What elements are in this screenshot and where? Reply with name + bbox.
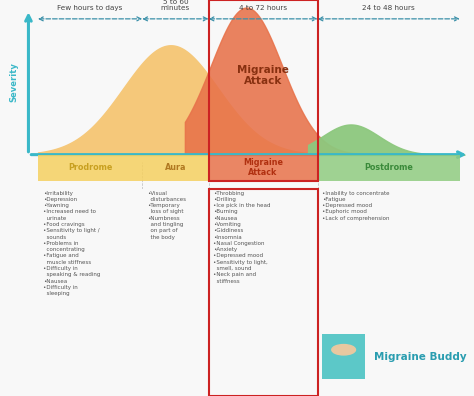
Text: •Visual
  disturbances
•Temporary
  loss of sight
•Numbness
  and tingling
  on : •Visual disturbances •Temporary loss of …	[147, 190, 186, 240]
Text: Prodrome: Prodrome	[68, 163, 112, 172]
Text: Severity: Severity	[10, 62, 18, 102]
Text: Migraine
Attack: Migraine Attack	[243, 158, 283, 177]
Bar	[322, 334, 365, 379]
Text: Few hours to days: Few hours to days	[57, 5, 123, 11]
Text: Aura: Aura	[164, 163, 186, 172]
Text: •Throbbing
•Drilling
•Ice pick in the head
•Burning
•Nausea
•Vomiting
•Giddiness: •Throbbing •Drilling •Ice pick in the he…	[213, 190, 271, 284]
Text: Postdrome: Postdrome	[364, 163, 413, 172]
Text: •Irritability
•Depression
•Yawning
•Increased need to
  urinate
•Food cravings
•: •Irritability •Depression •Yawning •Incr…	[43, 190, 100, 296]
Bar	[209, 154, 318, 181]
Text: Migraine Buddy: Migraine Buddy	[374, 352, 467, 362]
Text: Migraine
Attack: Migraine Attack	[237, 65, 289, 86]
Bar	[38, 154, 142, 181]
Bar	[209, 188, 318, 396]
Bar	[209, 0, 318, 181]
Bar	[142, 154, 209, 181]
Text: 4 to 72 hours: 4 to 72 hours	[239, 5, 287, 11]
Text: 24 to 48 hours: 24 to 48 hours	[362, 5, 415, 11]
Bar	[318, 154, 460, 181]
Text: •Inability to concentrate
•Fatigue
•Depressed mood
•Euphoric mood
•Lack of compr: •Inability to concentrate •Fatigue •Depr…	[322, 190, 390, 221]
Circle shape	[332, 345, 356, 355]
Text: 5 to 60
minutes: 5 to 60 minutes	[161, 0, 190, 11]
